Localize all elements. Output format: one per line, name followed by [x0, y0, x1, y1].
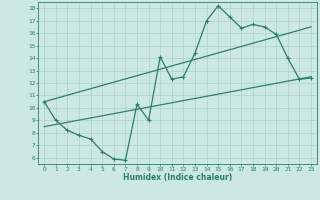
- X-axis label: Humidex (Indice chaleur): Humidex (Indice chaleur): [123, 173, 232, 182]
